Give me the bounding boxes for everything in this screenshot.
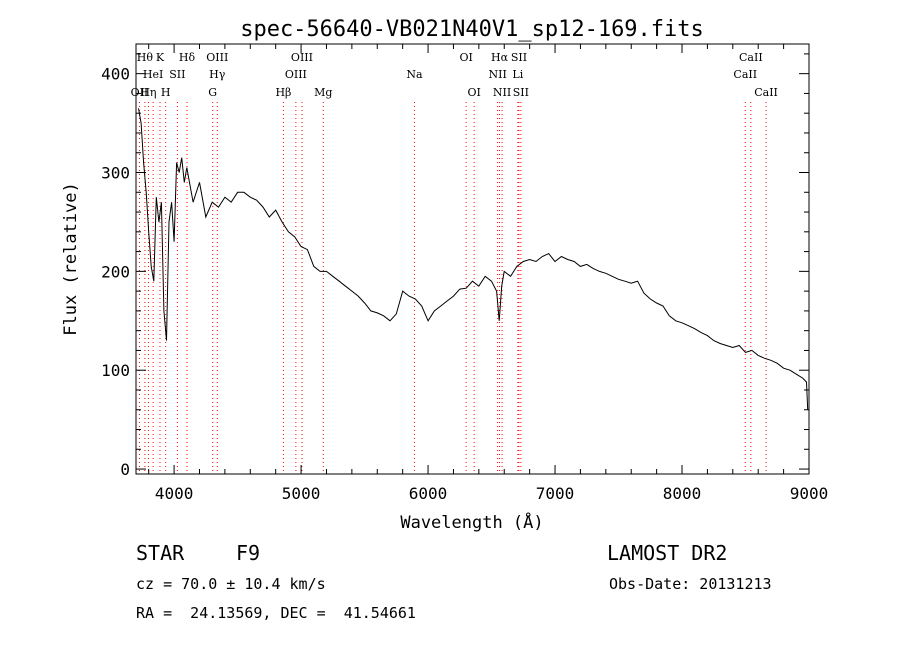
line-marker-label: OIII — [291, 51, 313, 64]
plot-frame — [135, 43, 810, 475]
line-marker-label: Hη — [140, 86, 156, 99]
line-marker-label: H — [161, 86, 171, 99]
redshift-text: cz = 70.0 ± 10.4 km/s — [136, 575, 326, 593]
y-axis-label: Flux (relative) — [61, 182, 81, 336]
spectrum-line — [138, 108, 809, 410]
x-tick-label: 7000 — [536, 484, 575, 503]
line-marker-label: NII — [488, 68, 506, 81]
line-marker-label: OII — [131, 86, 149, 99]
line-marker-label: HeI — [143, 68, 163, 81]
coordinates-text: RA = 24.13569, DEC = 41.54661 — [136, 604, 416, 622]
x-tick-label: 5000 — [282, 484, 321, 503]
object-class: STAR — [136, 541, 185, 565]
line-markers: OII Hθ Hη HeI K H SII Hδ G OIII Hγ Hβ OIII OIII Mg Na OI… — [131, 51, 778, 474]
line-marker-label: Mg — [314, 86, 332, 99]
line-marker-label: CaII — [754, 86, 778, 99]
x-tick-label: 6000 — [409, 484, 448, 503]
line-marker-label: SII — [513, 86, 529, 99]
line-marker-label: G — [208, 86, 217, 99]
survey-name: LAMOST DR2 — [607, 541, 728, 565]
y-tick-label: 0 — [120, 460, 130, 479]
y-axis-ticks: 0 100 200 300 400 — [101, 53, 809, 479]
chart-title: spec-56640-VB021N40V1_sp12-169.fits — [240, 17, 704, 42]
line-marker-label: OI — [459, 51, 472, 64]
line-marker-label: Hβ — [275, 86, 291, 99]
x-axis-label: Wavelength (Å) — [400, 511, 543, 533]
x-tick-label: 9000 — [790, 484, 829, 503]
y-tick-label: 300 — [101, 164, 130, 183]
line-marker-label: SII — [169, 68, 185, 81]
line-marker-label: Na — [406, 68, 423, 81]
line-marker-label: Hγ — [209, 68, 226, 81]
x-axis-ticks: 4000 5000 6000 7000 8000 9000 — [148, 44, 829, 503]
y-tick-label: 100 — [101, 361, 130, 380]
x-tick-label: 4000 — [155, 484, 194, 503]
line-marker-label: Li — [512, 68, 523, 81]
object-subclass: F9 — [236, 541, 261, 565]
line-marker-label: CaII — [739, 51, 763, 64]
y-tick-label: 200 — [101, 262, 130, 281]
obs-date-text: Obs-Date: 20131213 — [609, 575, 772, 593]
line-marker-label: SII — [511, 51, 527, 64]
line-marker-label: Hδ — [179, 51, 196, 64]
line-marker-label: NII — [493, 86, 511, 99]
y-tick-label: 400 — [101, 65, 130, 84]
line-marker-label: K — [156, 51, 165, 64]
line-marker-label: OI — [467, 86, 480, 99]
x-tick-label: 8000 — [663, 484, 702, 503]
line-marker-label: CaII — [733, 68, 757, 81]
line-marker-label: Hα — [491, 51, 509, 64]
line-marker-label: OIII — [206, 51, 228, 64]
line-marker-label: OIII — [285, 68, 307, 81]
line-marker-label: Hθ — [137, 51, 154, 64]
